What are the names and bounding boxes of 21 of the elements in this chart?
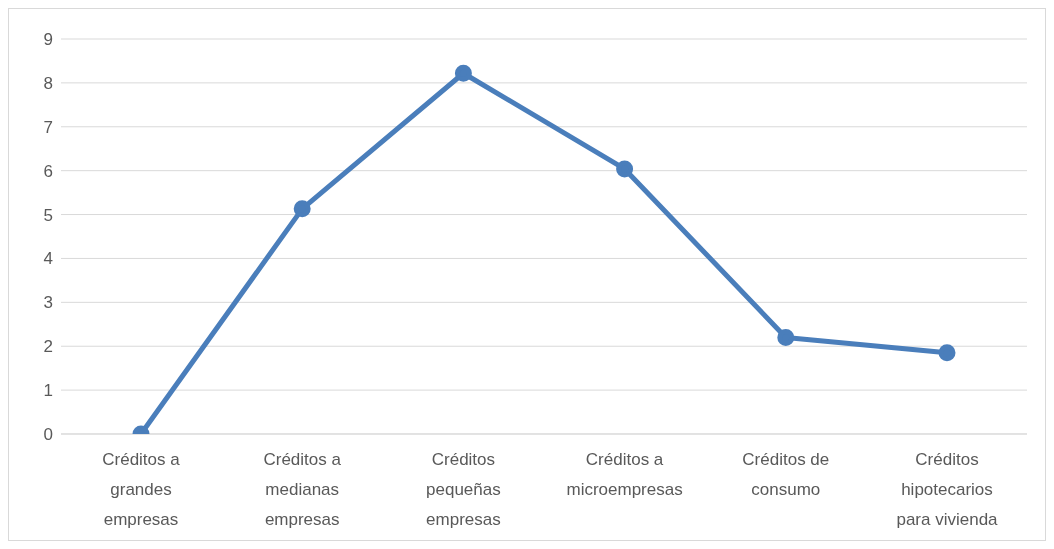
x-tick-label: Créditos a medianas empresas bbox=[263, 450, 342, 529]
y-tick-label: 1 bbox=[43, 381, 53, 401]
point bbox=[293, 200, 311, 218]
y-tick-label: 6 bbox=[43, 161, 53, 181]
y-tick-label: 3 bbox=[43, 293, 53, 313]
point bbox=[616, 160, 634, 178]
y-tick-label: 2 bbox=[43, 337, 53, 357]
y-tick-label: 5 bbox=[43, 205, 53, 225]
x-tick-label: Créditos de consumo bbox=[742, 450, 830, 500]
y-tick-label: 0 bbox=[43, 425, 53, 445]
x-tick-label: Créditos a grandes empresas bbox=[102, 450, 181, 529]
y-tick-label: 4 bbox=[43, 249, 53, 269]
y-tick-label: 7 bbox=[43, 117, 53, 137]
x-tick-label: Créditos a microempresas bbox=[566, 450, 683, 500]
point bbox=[454, 64, 472, 82]
x-tick-label: Créditos pequeñas empresas bbox=[426, 450, 501, 529]
x-tick-label: Créditos hipotecarios para vivienda bbox=[896, 450, 999, 529]
y-tick-label: 9 bbox=[43, 30, 53, 50]
y-tick-label: 8 bbox=[43, 73, 53, 93]
point bbox=[777, 328, 795, 346]
point bbox=[938, 344, 956, 362]
